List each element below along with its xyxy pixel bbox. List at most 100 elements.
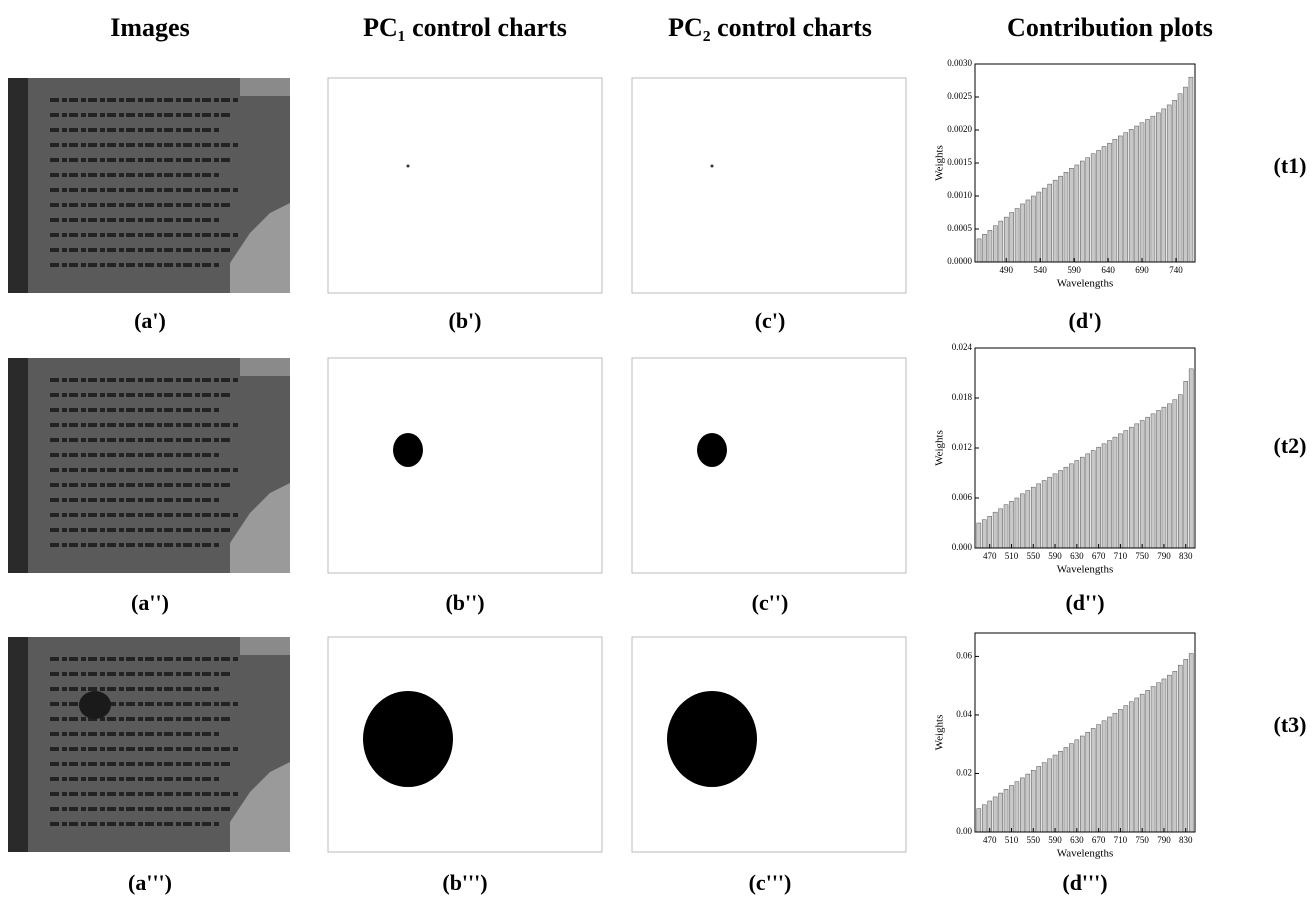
- bar: [1128, 129, 1134, 263]
- bar: [1156, 410, 1161, 549]
- bar: [1036, 766, 1042, 833]
- x-tick-label: 750: [1135, 551, 1149, 561]
- plot-frame: [974, 632, 1196, 833]
- bar: [1052, 473, 1058, 549]
- bar: [1139, 122, 1145, 263]
- defect-spot: [79, 691, 111, 719]
- bar: [1107, 142, 1112, 263]
- panel-label: (d'): [1069, 308, 1102, 333]
- bar: [1096, 446, 1101, 549]
- bar: [1020, 777, 1025, 833]
- x-tick-label: 510: [1005, 835, 1019, 845]
- image-background: [230, 203, 290, 293]
- control-chart-frame: [327, 357, 603, 574]
- x-axis-label: Wavelengths: [1057, 564, 1114, 576]
- image-corner: [240, 358, 290, 376]
- x-tick-label: 790: [1157, 835, 1171, 845]
- image-margin: [8, 637, 28, 852]
- control-chart-frame: [631, 77, 907, 294]
- bar: [1172, 671, 1178, 833]
- panel-label: (d'''): [1062, 870, 1107, 895]
- bar: [1156, 112, 1161, 263]
- bar: [1069, 463, 1074, 549]
- bar: [1172, 399, 1178, 549]
- x-tick-label: 550: [1027, 551, 1041, 561]
- bar: [1009, 501, 1014, 549]
- y-tick-label: 0.0000: [947, 256, 972, 266]
- bar: [1003, 504, 1009, 549]
- y-tick-label: 0.006: [952, 492, 973, 502]
- bar: [1156, 682, 1161, 833]
- bar: [1166, 104, 1172, 263]
- column-header: PC₁ control charts: [363, 13, 567, 42]
- bar: [1167, 674, 1172, 833]
- control-region: [667, 691, 757, 787]
- x-tick-label: 750: [1135, 835, 1149, 845]
- x-axis-label: Wavelengths: [1057, 848, 1114, 860]
- bar: [1090, 153, 1096, 263]
- bar: [1112, 712, 1118, 833]
- bar: [1123, 430, 1129, 549]
- y-axis-label: Weights: [934, 430, 946, 466]
- control-region: [393, 433, 423, 467]
- bar: [1118, 433, 1123, 549]
- bar: [1139, 420, 1145, 549]
- bar: [1085, 453, 1091, 549]
- image-background: [230, 762, 290, 852]
- panel-label: (c'''): [749, 870, 792, 895]
- control-point: [406, 164, 410, 168]
- bar: [1101, 720, 1107, 833]
- bar: [1090, 450, 1096, 549]
- bar: [1112, 436, 1118, 549]
- bar: [998, 792, 1003, 833]
- bar: [1128, 426, 1134, 549]
- bar: [1172, 100, 1177, 263]
- bar: [1101, 146, 1107, 263]
- bar: [1128, 701, 1134, 833]
- bar: [1178, 394, 1183, 549]
- bar: [992, 511, 998, 549]
- bar: [1020, 493, 1025, 549]
- image-background: [230, 483, 290, 573]
- bar: [998, 220, 1004, 263]
- y-tick-label: 0.018: [952, 392, 973, 402]
- bar: [981, 804, 987, 833]
- bar: [1031, 195, 1036, 263]
- panel-label: (a'): [134, 308, 166, 333]
- bar: [1167, 403, 1172, 549]
- x-tick-label: 640: [1101, 265, 1115, 275]
- bar: [992, 796, 998, 833]
- bar: [976, 238, 982, 263]
- bar: [1096, 150, 1101, 263]
- bar: [1047, 183, 1052, 263]
- bar: [1134, 125, 1139, 263]
- y-tick-label: 0.0020: [947, 124, 972, 134]
- bar: [1145, 690, 1150, 833]
- bar: [1074, 164, 1080, 263]
- x-tick-label: 630: [1070, 551, 1084, 561]
- panel-label: (b'''): [442, 870, 487, 895]
- bar: [987, 516, 992, 549]
- y-axis-label: Weights: [934, 145, 946, 181]
- x-tick-label: 710: [1114, 835, 1128, 845]
- bar: [1079, 735, 1085, 833]
- bar: [1188, 76, 1194, 263]
- bar: [1161, 108, 1167, 263]
- x-tick-label: 590: [1048, 551, 1062, 561]
- bar: [1036, 191, 1042, 263]
- bar: [1069, 743, 1074, 833]
- bar: [1052, 754, 1058, 833]
- panel-label: (a''): [131, 590, 169, 615]
- bar: [1123, 132, 1129, 263]
- bar: [1047, 758, 1052, 833]
- panel-label: (b''): [445, 590, 484, 615]
- bar: [1030, 770, 1036, 833]
- y-tick-label: 0.0005: [947, 223, 972, 233]
- bar: [1107, 716, 1112, 833]
- x-tick-label: 670: [1092, 551, 1106, 561]
- control-point: [710, 164, 714, 168]
- bar: [1188, 368, 1194, 549]
- control-region: [363, 691, 453, 787]
- image-corner: [240, 637, 290, 655]
